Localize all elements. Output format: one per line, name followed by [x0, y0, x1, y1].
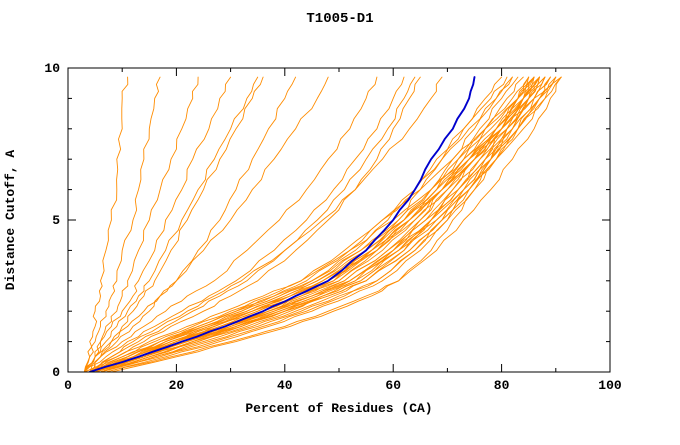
model-curve	[100, 76, 540, 372]
model-curve	[105, 76, 540, 372]
model-curve	[100, 76, 530, 372]
x-axis-label: Percent of Residues (CA)	[245, 401, 432, 416]
model-curve	[83, 76, 161, 372]
model-curve	[83, 76, 129, 372]
model-curve	[105, 76, 562, 372]
x-tick-label: 80	[494, 378, 510, 393]
x-tick-label: 20	[169, 378, 185, 393]
model-curve	[83, 76, 232, 372]
model-curve	[83, 76, 259, 372]
model-curve	[89, 76, 557, 372]
model-curve	[83, 76, 378, 372]
x-tick-label: 100	[598, 378, 622, 393]
model-curve	[89, 76, 551, 372]
model-curve	[83, 76, 405, 372]
y-tick-label: 0	[52, 365, 60, 380]
model-curve	[89, 76, 535, 372]
chart-title: T1005-D1	[306, 11, 373, 27]
highlight-curve	[88, 76, 476, 372]
model-curve	[89, 76, 513, 372]
model-curve	[110, 76, 535, 372]
model-curve	[89, 76, 264, 372]
y-tick-label: 5	[52, 213, 60, 228]
model-curve	[100, 76, 540, 372]
y-tick-label: 10	[44, 61, 60, 76]
model-curve	[94, 76, 535, 372]
model-curve	[100, 76, 530, 372]
model-curve	[83, 76, 540, 372]
axes-layer: 0 20 40 60 80 100 0 5 10	[44, 61, 622, 393]
model-curve	[89, 76, 551, 372]
model-curve	[94, 76, 551, 372]
y-axis-label: Distance Cutoff, A	[3, 150, 18, 291]
curves-layer	[83, 76, 562, 372]
model-curve	[89, 76, 443, 372]
x-tick-label: 60	[385, 378, 401, 393]
model-curve	[94, 76, 535, 372]
model-curve	[83, 76, 329, 372]
model-curve	[89, 76, 513, 372]
model-curve	[89, 76, 421, 372]
x-tick-label: 40	[277, 378, 293, 393]
model-curve	[94, 76, 503, 372]
x-tick-label: 0	[64, 378, 72, 393]
model-curve	[89, 76, 199, 372]
model-curve	[89, 76, 416, 372]
model-curve	[89, 76, 297, 372]
